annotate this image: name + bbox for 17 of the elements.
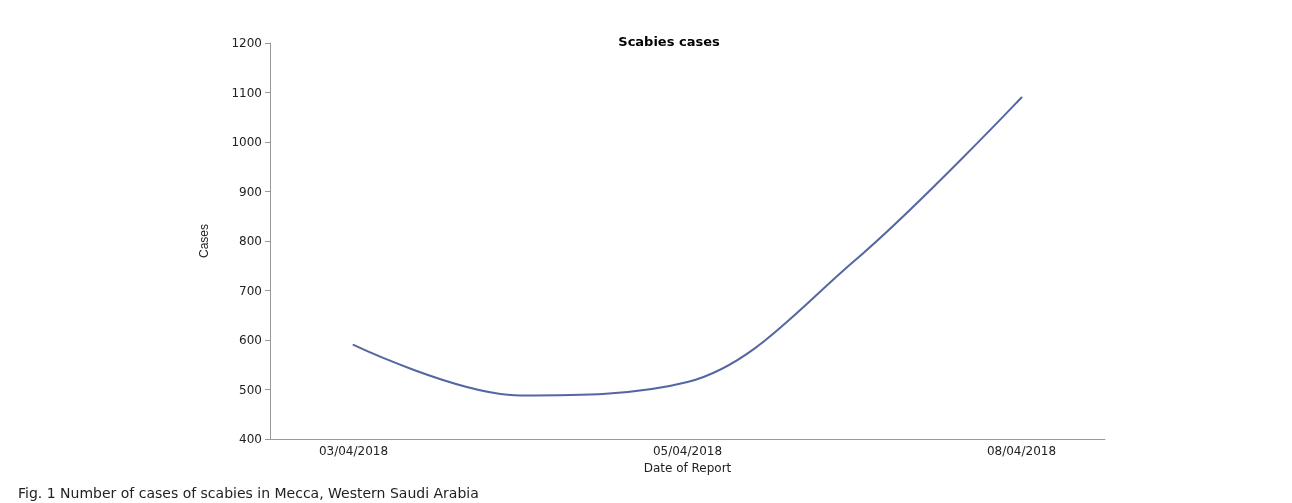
caption: Fig. 1 Number of cases of scabies in Mecca, Western Saudi Arabia [18, 485, 479, 501]
y-tick-label: 900 [239, 184, 262, 199]
y-tick-label: 400 [239, 432, 262, 446]
x-tick-label: 08/04/2018 [986, 444, 1057, 458]
y-axis-title: Cases [197, 223, 211, 259]
x-axis-title: Date of Report [643, 460, 732, 475]
line-series [352, 96, 1023, 397]
y-tick-label: 500 [239, 382, 262, 397]
x-tick-label: 03/04/2018 [318, 444, 389, 458]
y-tick-label: 1100 [231, 85, 262, 100]
y-tick-label: 600 [239, 333, 262, 347]
y-tick-label: 1200 [231, 36, 262, 50]
y-tick-label: 1000 [231, 135, 262, 149]
y-tick-label: 800 [239, 234, 262, 248]
x-tick-label: 05/04/2018 [652, 444, 723, 458]
chart-title: Scabies cases [618, 34, 720, 49]
y-tick-label: 700 [239, 283, 262, 298]
